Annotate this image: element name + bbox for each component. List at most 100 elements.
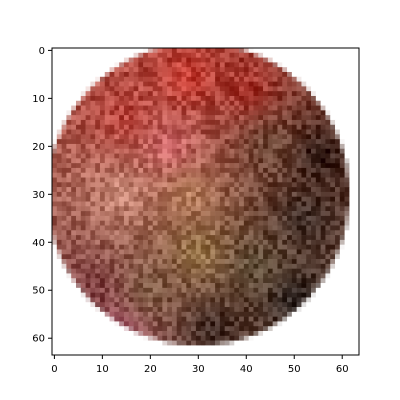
- image-pixel: [157, 287, 163, 293]
- image-pixel: [301, 302, 307, 308]
- image-pixel: [277, 139, 283, 145]
- image-pixel: [200, 273, 206, 279]
- image-pixel: [205, 268, 211, 274]
- image-pixel: [186, 81, 192, 87]
- image-pixel: [296, 182, 302, 188]
- image-pixel: [258, 311, 264, 317]
- image-pixel: [330, 172, 336, 178]
- image-pixel: [119, 278, 125, 284]
- image-pixel: [306, 172, 312, 178]
- image-pixel: [291, 283, 297, 289]
- image-pixel: [277, 230, 283, 236]
- image-pixel: [147, 311, 154, 317]
- image-pixel: [315, 67, 321, 73]
- image-pixel: [349, 206, 355, 212]
- image-pixel: [243, 335, 249, 341]
- image-pixel: [195, 206, 202, 212]
- image-pixel: [90, 124, 96, 130]
- image-pixel: [335, 230, 341, 236]
- image-pixel: [354, 67, 360, 73]
- image-pixel: [229, 196, 235, 202]
- image-pixel: [133, 163, 139, 169]
- image-pixel: [282, 350, 288, 356]
- image-pixel: [119, 302, 125, 308]
- image-pixel: [296, 158, 302, 164]
- image-pixel: [186, 345, 192, 351]
- image-pixel: [171, 182, 178, 188]
- image-pixel: [344, 158, 350, 164]
- image-pixel: [239, 129, 245, 135]
- image-pixel: [234, 273, 240, 279]
- image-pixel: [143, 86, 149, 92]
- image-pixel: [219, 235, 225, 241]
- image-pixel: [354, 297, 360, 303]
- image-pixel: [167, 292, 173, 298]
- image-pixel: [56, 86, 62, 92]
- image-pixel: [200, 153, 206, 159]
- image-pixel: [186, 196, 192, 202]
- image-pixel: [219, 297, 225, 303]
- image-pixel: [80, 225, 86, 231]
- image-pixel: [147, 307, 154, 313]
- image-pixel: [104, 331, 110, 337]
- image-pixel: [109, 86, 115, 92]
- image-pixel: [330, 239, 336, 245]
- image-pixel: [104, 191, 110, 198]
- image-pixel: [66, 105, 72, 111]
- image-pixel: [80, 48, 86, 54]
- image-pixel: [191, 163, 197, 169]
- image-pixel: [306, 239, 312, 245]
- image-pixel: [99, 335, 106, 341]
- image-pixel: [253, 95, 259, 102]
- image-pixel: [291, 105, 297, 111]
- image-pixel: [339, 297, 345, 303]
- image-pixel: [123, 167, 130, 174]
- image-pixel: [234, 163, 240, 169]
- image-pixel: [344, 254, 350, 260]
- image-pixel: [200, 259, 206, 265]
- image-pixel: [248, 235, 254, 241]
- image-pixel: [181, 124, 187, 130]
- image-pixel: [123, 215, 130, 221]
- image-pixel: [248, 331, 254, 337]
- image-pixel: [99, 163, 106, 169]
- image-pixel: [133, 220, 139, 226]
- image-pixel: [229, 326, 235, 332]
- image-pixel: [263, 191, 269, 198]
- image-pixel: [152, 201, 158, 207]
- image-pixel: [133, 182, 139, 188]
- image-pixel: [306, 259, 312, 265]
- image-pixel: [195, 326, 202, 332]
- image-pixel: [147, 172, 154, 178]
- image-pixel: [243, 158, 249, 164]
- image-pixel: [234, 244, 240, 250]
- image-pixel: [191, 239, 197, 245]
- image-pixel: [301, 230, 307, 236]
- image-pixel: [75, 268, 82, 274]
- image-pixel: [104, 345, 110, 351]
- image-pixel: [296, 76, 302, 82]
- image-pixel: [85, 86, 91, 92]
- image-pixel: [75, 100, 82, 106]
- image-pixel: [315, 48, 321, 54]
- image-pixel: [128, 259, 134, 265]
- image-pixel: [205, 292, 211, 298]
- image-pixel: [128, 187, 134, 193]
- image-pixel: [119, 139, 125, 145]
- image-pixel: [215, 172, 221, 178]
- image-pixel: [162, 148, 168, 154]
- image-pixel: [325, 100, 331, 106]
- image-pixel: [176, 268, 182, 274]
- image-pixel: [224, 182, 230, 188]
- image-pixel: [291, 206, 297, 212]
- image-pixel: [186, 167, 192, 174]
- image-pixel: [354, 196, 360, 202]
- image-pixel: [61, 278, 67, 284]
- image-pixel: [195, 278, 202, 284]
- image-pixel: [56, 254, 62, 260]
- image-pixel: [258, 326, 264, 332]
- image-pixel: [133, 62, 139, 68]
- image-pixel: [215, 287, 221, 293]
- image-pixel: [258, 71, 264, 78]
- image-pixel: [219, 263, 225, 269]
